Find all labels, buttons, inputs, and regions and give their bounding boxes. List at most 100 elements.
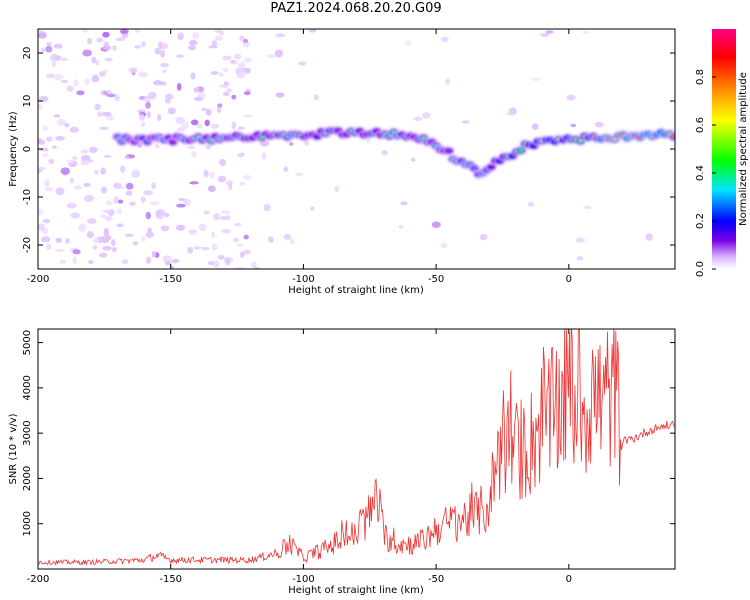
noise-blob: [298, 61, 307, 66]
noise-blob: [243, 57, 253, 63]
noise-blob: [243, 91, 251, 96]
noise-blob: [98, 71, 106, 77]
noise-blob: [308, 29, 317, 33]
noise-blob: [208, 45, 218, 49]
noise-blob: [52, 145, 57, 149]
x-tick-label: 0: [566, 274, 572, 285]
noise-blob: [45, 45, 53, 53]
noise-blob: [124, 155, 130, 160]
noise-blob: [222, 91, 230, 96]
noise-blob: [134, 45, 142, 49]
colorbar-tick-label: 0.2: [695, 213, 706, 229]
noise-blob: [190, 151, 197, 158]
x-tick-label: -50: [428, 274, 444, 285]
noise-blob: [38, 104, 43, 110]
noise-blob: [527, 201, 535, 207]
noise-blob: [66, 85, 74, 92]
noise-blob: [64, 122, 70, 128]
noise-blob: [232, 237, 239, 243]
ridge-core: [518, 148, 525, 153]
noise-blob: [162, 69, 168, 74]
noise-blob: [98, 126, 109, 130]
noise-blob: [575, 237, 586, 243]
noise-blob: [222, 55, 232, 61]
noise-blob: [93, 169, 99, 175]
noise-blob: [125, 233, 134, 237]
noise-blob: [160, 62, 170, 68]
noise-blob: [120, 165, 126, 173]
noise-blob: [220, 210, 231, 215]
noise-blob: [421, 112, 431, 119]
noise-blob: [217, 254, 225, 260]
noise-blob: [145, 211, 152, 220]
noise-blob: [138, 95, 146, 101]
noise-blob: [224, 257, 231, 266]
noise-blob: [38, 32, 47, 39]
noise-blob: [95, 59, 100, 66]
x-tick-label: -200: [27, 274, 50, 285]
y-tick-label: 20: [22, 47, 33, 60]
noise-blob: [104, 57, 113, 62]
noise-blob: [92, 245, 98, 250]
noise-blob: [210, 71, 219, 75]
noise-blob: [193, 246, 202, 250]
noise-blob: [218, 159, 227, 166]
noise-blob: [440, 36, 449, 42]
ridge-core: [471, 166, 478, 170]
y-tick-label: 4000: [22, 375, 33, 400]
noise-blob: [60, 79, 69, 84]
noise-blob: [93, 237, 99, 244]
noise-blob: [69, 177, 74, 184]
noise-blob: [80, 155, 91, 161]
noise-blob: [143, 190, 153, 196]
noise-blob: [45, 136, 53, 143]
noise-blob: [204, 119, 210, 127]
noise-blob: [267, 54, 276, 59]
noise-blob: [102, 111, 112, 117]
noise-blob: [115, 37, 125, 42]
noise-blob: [207, 261, 215, 266]
noise-blob: [59, 259, 66, 264]
noise-blob: [221, 215, 227, 221]
noise-blob: [187, 145, 197, 150]
noise-blob: [201, 246, 210, 251]
noise-blob: [313, 94, 319, 101]
colorbar-label: Normalized spectral amplitude: [738, 72, 749, 226]
noise-blob: [88, 259, 94, 265]
y-tick-label: 10: [22, 95, 33, 108]
noise-blob: [72, 249, 81, 255]
noise-blob: [41, 153, 49, 158]
noise-blob: [116, 223, 124, 228]
noise-blob: [176, 83, 182, 91]
noise-blob: [111, 247, 118, 253]
snr-series-line: [38, 329, 675, 567]
noise-blob: [101, 186, 107, 194]
noise-blob: [83, 182, 91, 187]
noise-blob: [125, 182, 134, 190]
noise-blob: [51, 59, 57, 68]
noise-blob: [583, 205, 592, 210]
noise-blob: [77, 223, 87, 232]
noise-blob: [461, 120, 470, 124]
noise-blob: [211, 243, 218, 251]
noise-blob: [40, 236, 51, 243]
x-tick-label: -200: [27, 574, 50, 585]
noise-blob: [53, 43, 63, 49]
noise-blob: [140, 196, 146, 203]
snr-panel: -200 -150 -100 -50 0 1000 2000 3000 4000 5000 He…: [8, 328, 676, 596]
noise-blob: [141, 121, 146, 128]
noise-blob: [645, 233, 654, 241]
noise-blob: [334, 185, 339, 193]
noise-blob: [289, 142, 294, 146]
spectrogram-ylabel: Frequency (Hz): [8, 111, 19, 187]
noise-blob: [274, 49, 284, 58]
noise-blob: [381, 150, 388, 156]
noise-blob: [175, 224, 186, 231]
chart-title: PAZ1.2024.068.20.20.G09: [270, 1, 442, 16]
noise-blob: [128, 67, 138, 74]
noise-blob: [56, 118, 67, 126]
noise-blob: [196, 123, 203, 129]
noise-blob: [106, 93, 116, 98]
noise-blob: [235, 67, 245, 73]
